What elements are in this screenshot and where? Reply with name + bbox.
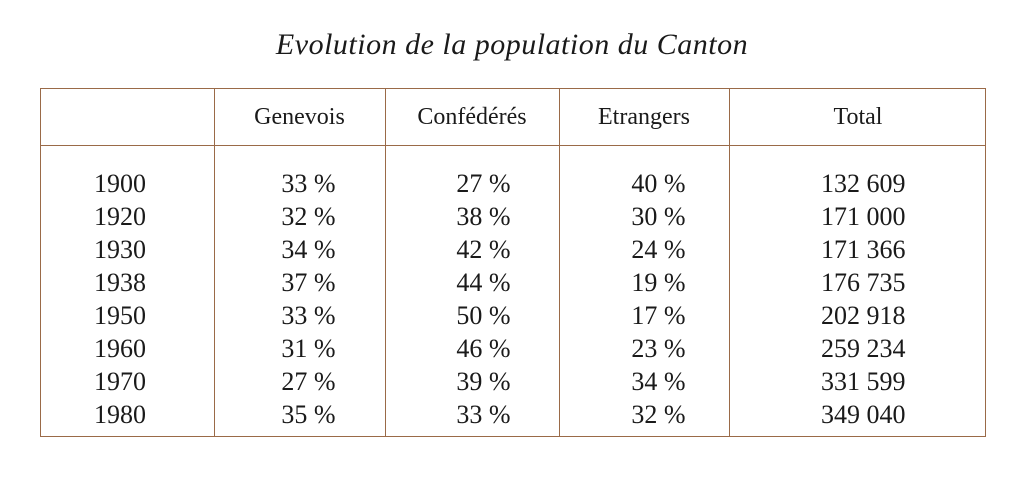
genevois-cell: 27 % <box>281 367 336 396</box>
confederes-cell: 27 % <box>456 169 511 198</box>
genevois-cell: 33 % <box>281 169 336 198</box>
year-cell: 1938 <box>94 268 146 297</box>
etrangers-column: 40 % 30 % 24 % 19 % 17 % 23 % 34 % 32 % <box>601 167 716 431</box>
total-cell: 176 735 <box>821 268 906 297</box>
total-cell: 331 599 <box>821 367 906 396</box>
genevois-cell: 31 % <box>281 334 336 363</box>
total-cell: 349 040 <box>821 400 906 429</box>
confederes-cell: 39 % <box>456 367 511 396</box>
confederes-cell: 42 % <box>456 235 511 264</box>
population-table: Genevois Confédérés Etrangers Total 1900… <box>40 88 986 437</box>
total-column: 132 609 171 000 171 366 176 735 202 918 … <box>821 167 971 431</box>
total-cell: 171 000 <box>821 202 906 231</box>
genevois-cell: 32 % <box>281 202 336 231</box>
year-cell: 1960 <box>94 334 146 363</box>
year-cell: 1980 <box>94 400 146 429</box>
etrangers-cell: 32 % <box>631 400 686 429</box>
genevois-cell: 33 % <box>281 301 336 330</box>
total-cell: 132 609 <box>821 169 906 198</box>
header-genevois: Genevois <box>254 103 345 130</box>
confederes-cell: 46 % <box>456 334 511 363</box>
genevois-cell: 34 % <box>281 235 336 264</box>
etrangers-cell: 34 % <box>631 367 686 396</box>
year-cell: 1970 <box>94 367 146 396</box>
confederes-cell: 50 % <box>456 301 511 330</box>
genevois-cell: 37 % <box>281 268 336 297</box>
year-cell: 1900 <box>94 169 146 198</box>
year-column: 1900 1920 1930 1938 1950 1960 1970 1980 <box>94 167 194 431</box>
total-cell: 202 918 <box>821 301 906 330</box>
year-cell: 1920 <box>94 202 146 231</box>
header-confederes: Confédérés <box>417 103 527 130</box>
genevois-column: 33 % 32 % 34 % 37 % 33 % 31 % 27 % 35 % <box>251 167 366 431</box>
column-divider <box>729 89 730 436</box>
page-title: Evolution de la population du Canton <box>275 28 749 61</box>
confederes-cell: 38 % <box>456 202 511 231</box>
column-divider <box>385 89 386 436</box>
etrangers-cell: 40 % <box>631 169 686 198</box>
confederes-column: 27 % 38 % 42 % 44 % 50 % 46 % 39 % 33 % <box>426 167 541 431</box>
column-divider <box>559 89 560 436</box>
column-divider <box>214 89 215 436</box>
header-divider <box>41 145 985 146</box>
confederes-cell: 44 % <box>456 268 511 297</box>
etrangers-cell: 19 % <box>631 268 686 297</box>
confederes-cell: 33 % <box>456 400 511 429</box>
year-cell: 1950 <box>94 301 146 330</box>
etrangers-cell: 17 % <box>631 301 686 330</box>
etrangers-cell: 30 % <box>631 202 686 231</box>
header-etrangers: Etrangers <box>598 103 690 130</box>
genevois-cell: 35 % <box>281 400 336 429</box>
etrangers-cell: 24 % <box>631 235 686 264</box>
total-cell: 171 366 <box>821 235 906 264</box>
total-cell: 259 234 <box>821 334 906 363</box>
etrangers-cell: 23 % <box>631 334 686 363</box>
header-total: Total <box>833 103 883 130</box>
header-year <box>41 89 214 145</box>
year-cell: 1930 <box>94 235 146 264</box>
